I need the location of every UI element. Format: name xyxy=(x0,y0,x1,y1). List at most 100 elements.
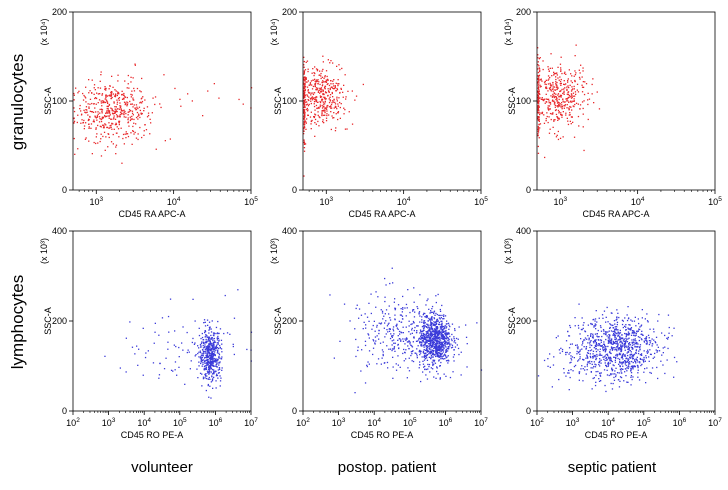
data-point xyxy=(438,349,440,352)
data-point xyxy=(392,328,394,330)
data-point xyxy=(443,354,445,356)
data-point xyxy=(625,341,627,343)
data-point xyxy=(445,340,447,342)
data-point xyxy=(630,369,632,371)
data-point xyxy=(608,340,610,343)
data-point xyxy=(404,307,406,309)
data-point xyxy=(104,87,106,90)
data-point xyxy=(336,65,338,67)
data-point xyxy=(204,367,206,370)
data-point xyxy=(650,353,652,356)
data-point xyxy=(605,353,607,356)
data-point xyxy=(358,308,361,310)
data-point xyxy=(574,70,576,72)
data-point xyxy=(441,346,443,348)
data-point xyxy=(558,79,560,81)
data-point xyxy=(107,146,109,148)
data-point xyxy=(435,351,438,354)
data-point xyxy=(630,357,632,359)
data-point xyxy=(624,360,627,362)
data-point xyxy=(430,320,432,322)
data-point xyxy=(303,112,305,114)
data-point xyxy=(392,326,395,328)
data-point xyxy=(119,105,121,107)
data-point xyxy=(589,341,591,343)
data-point xyxy=(190,360,192,362)
data-point xyxy=(123,111,125,114)
data-point xyxy=(124,110,126,113)
data-point xyxy=(219,344,221,347)
data-point xyxy=(586,365,588,367)
data-point xyxy=(614,335,616,338)
data-point xyxy=(432,343,435,345)
data-point xyxy=(134,107,136,109)
data-point xyxy=(135,137,138,139)
data-point xyxy=(138,113,140,115)
data-point xyxy=(632,361,634,364)
data-point xyxy=(637,318,639,320)
data-point xyxy=(399,333,401,335)
data-point xyxy=(209,352,211,354)
data-point xyxy=(386,329,388,331)
data-point xyxy=(594,345,597,348)
data-point xyxy=(100,100,102,102)
data-point xyxy=(557,87,559,89)
data-point xyxy=(204,375,207,377)
data-point xyxy=(333,85,335,87)
data-point xyxy=(549,76,551,79)
data-point xyxy=(316,80,318,83)
data-point xyxy=(555,136,558,138)
data-point xyxy=(537,98,540,100)
data-point xyxy=(132,130,134,132)
data-point xyxy=(561,72,563,75)
data-point xyxy=(432,363,434,365)
data-point xyxy=(327,83,329,85)
data-point xyxy=(432,339,434,341)
data-point xyxy=(304,94,306,96)
data-point xyxy=(620,337,622,339)
data-point xyxy=(447,337,449,339)
data-point xyxy=(599,345,601,347)
data-point xyxy=(304,79,306,81)
data-point xyxy=(593,340,596,342)
data-point xyxy=(612,324,614,326)
data-point xyxy=(554,89,556,91)
data-point xyxy=(313,74,315,77)
data-point xyxy=(127,74,129,77)
data-point xyxy=(388,313,390,315)
data-point xyxy=(564,83,566,86)
data-point xyxy=(644,360,646,362)
data-point xyxy=(641,339,643,341)
data-point xyxy=(355,355,357,358)
data-point xyxy=(437,346,439,348)
data-point xyxy=(429,324,431,326)
data-point xyxy=(446,326,448,328)
data-point xyxy=(307,92,310,94)
data-point xyxy=(318,81,320,83)
data-point xyxy=(324,111,326,114)
data-point xyxy=(662,347,664,349)
data-point xyxy=(218,372,220,374)
data-point xyxy=(604,344,606,347)
x-axis-title: CD45 RO PE-A xyxy=(351,430,414,440)
data-point xyxy=(541,112,543,115)
data-point xyxy=(95,136,97,138)
data-point xyxy=(436,353,438,355)
data-point xyxy=(209,326,211,328)
data-point xyxy=(102,101,104,103)
data-point xyxy=(537,75,540,77)
data-point xyxy=(636,330,638,332)
data-point xyxy=(317,114,319,116)
data-point xyxy=(93,121,95,123)
data-point xyxy=(432,329,434,332)
data-point xyxy=(400,321,402,323)
data-point xyxy=(609,362,611,364)
data-point xyxy=(203,369,205,371)
data-point xyxy=(575,72,577,74)
data-point xyxy=(443,337,445,339)
data-point xyxy=(335,127,337,129)
data-point xyxy=(136,345,138,347)
data-point xyxy=(314,83,317,85)
data-point xyxy=(214,348,216,350)
data-point xyxy=(123,94,125,97)
